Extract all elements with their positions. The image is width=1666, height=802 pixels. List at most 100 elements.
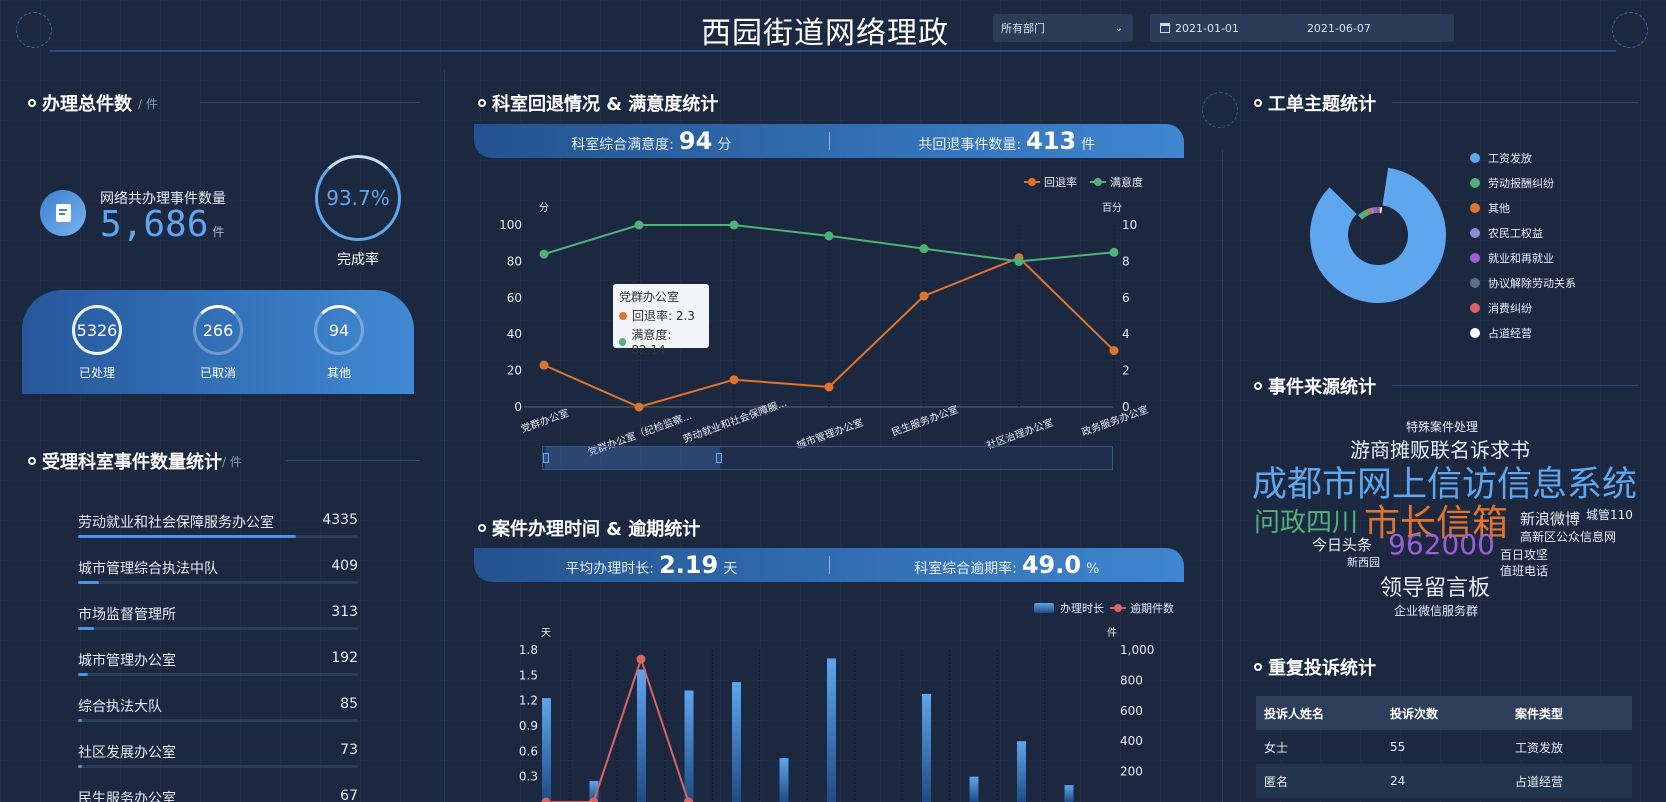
word-cloud-item: 值班电话: [1500, 564, 1549, 578]
table-header-row: 投诉人姓名 投诉次数 案件类型: [1256, 696, 1632, 730]
bar: [1017, 741, 1026, 802]
table-row[interactable]: 女士 55 工资发放: [1256, 730, 1632, 764]
y-tick-label-left: 0.9: [519, 719, 538, 733]
dept-row[interactable]: 劳动就业和社会保障服务办公室 4335: [78, 512, 358, 542]
pie-slice: [1376, 207, 1379, 214]
table-cell: 24: [1390, 774, 1406, 788]
y-tick-label-right: 1,000: [1120, 643, 1154, 657]
dept-value: 192: [331, 650, 358, 666]
date-start[interactable]: 2021-01-01: [1175, 21, 1239, 35]
bar: [922, 693, 931, 802]
repeat-complaint-table: 投诉人姓名 投诉次数 案件类型 女士 55 工资发放 匿名 24 占道经营: [1256, 696, 1632, 798]
word-cloud-item: 新西园: [1347, 556, 1380, 569]
y-tick-label-left: 0: [514, 400, 522, 414]
word-cloud-item: 962000: [1388, 528, 1495, 561]
legend-dot: [1470, 178, 1480, 188]
data-point: [729, 375, 739, 385]
total-label: 网络共办理事件数量: [100, 191, 226, 207]
bar: [827, 658, 836, 802]
total-section-title: 办理总件数 / 件: [28, 90, 158, 116]
legend-dot: [1470, 253, 1480, 263]
department-select[interactable]: 所有部门 ⌄: [993, 14, 1133, 42]
y-tick-label-right: 2: [1122, 364, 1130, 378]
legend-label: 满意度: [1110, 175, 1143, 189]
data-point: [824, 382, 834, 392]
calendar-icon: [1160, 23, 1170, 33]
y-tick-label-right: 10: [1122, 218, 1137, 232]
y-axis-title-left: 分: [539, 202, 549, 214]
pie-slice: [1379, 207, 1383, 214]
y-axis-title-left: 天: [541, 628, 551, 639]
dept-bar-track: [78, 627, 358, 630]
dept-row[interactable]: 城市管理办公室 192: [78, 650, 358, 680]
dept-row[interactable]: 综合执法大队 85: [78, 696, 358, 726]
x-tick-label: 劳动就业和社会保障服...: [681, 396, 788, 446]
topic-legend-item[interactable]: 工资发放: [1470, 150, 1576, 166]
dept-bar-fill: [78, 581, 99, 584]
date-end[interactable]: 2021-06-07: [1306, 21, 1371, 35]
word-cloud-item: 城管110: [1586, 508, 1633, 522]
legend-label: 回退率: [1044, 175, 1077, 189]
legend-label: 农民工权益: [1488, 227, 1543, 240]
legend-label: 办理时长: [1060, 602, 1104, 615]
word-cloud-item: 今日头条: [1312, 536, 1373, 554]
data-point: [729, 220, 739, 230]
page-title: 西园街道网络理政: [701, 16, 949, 51]
zoom-slider[interactable]: [542, 446, 1113, 470]
data-point: [634, 402, 644, 412]
date-range-picker[interactable]: 2021-01-01 2021-06-07: [1150, 14, 1454, 42]
word-cloud-item: 特殊案件处理: [1406, 420, 1479, 434]
section-dot-icon: [1254, 382, 1262, 390]
y-tick-label-left: 40: [507, 327, 522, 341]
data-point: [539, 249, 549, 259]
y-tick-label-left: 60: [507, 291, 522, 305]
processed-ring: 5326: [72, 305, 122, 355]
topic-legend-item[interactable]: 其他: [1470, 200, 1576, 216]
column-divider: [1222, 150, 1223, 802]
dept-row[interactable]: 市场监督管理所 313: [78, 604, 358, 634]
zoom-handle-right[interactable]: [716, 453, 722, 463]
section-dot-icon: [1254, 99, 1262, 107]
table-row[interactable]: 匿名 24 占道经营: [1256, 764, 1632, 798]
chevron-down-icon: ⌄: [1114, 22, 1123, 34]
y-axis-title-right: 件: [1107, 627, 1117, 639]
data-point: [589, 797, 598, 802]
dept-bar-fill: [78, 673, 88, 676]
y-tick-label-left: 100: [499, 218, 522, 232]
topic-legend-item[interactable]: 劳动报酬纠纷: [1470, 175, 1576, 191]
dept-name: 劳动就业和社会保障服务办公室: [78, 515, 274, 531]
dept-row[interactable]: 民生服务办公室 67: [78, 788, 358, 802]
y-tick-label-left: 1.2: [519, 694, 538, 708]
dept-row[interactable]: 城市管理综合执法中队 409: [78, 558, 358, 588]
legend-marker: [1028, 178, 1036, 186]
dept-row[interactable]: 社区发展办公室 73: [78, 742, 358, 772]
dept-value: 409: [331, 558, 358, 574]
legend-dot: [1470, 153, 1480, 163]
legend-label: 工资发放: [1488, 152, 1532, 165]
dept-bar-track: [78, 535, 358, 538]
topic-legend-item[interactable]: 协议解除劳动关系: [1470, 275, 1576, 291]
pie-slice: [1378, 207, 1381, 214]
legend-dot: [1470, 228, 1480, 238]
legend-label: 逾期件数: [1130, 601, 1174, 615]
bar: [1064, 785, 1074, 802]
data-point: [824, 231, 834, 241]
topic-legend-item[interactable]: 就业和再就业: [1470, 250, 1576, 266]
topic-legend-item[interactable]: 占道经营: [1470, 325, 1576, 341]
legend-marker: [1114, 604, 1122, 612]
banner-separator: [828, 556, 830, 574]
bar: [779, 758, 789, 802]
dept-name: 城市管理办公室: [78, 653, 176, 669]
word-cloud-item: 新浪微博: [1520, 510, 1581, 528]
zoom-handle-left[interactable]: [543, 453, 549, 463]
department-select-value: 所有部门: [1001, 22, 1045, 35]
data-point: [636, 654, 646, 664]
satisfaction-value: 94: [678, 127, 713, 155]
topic-legend-item[interactable]: 农民工权益: [1470, 225, 1576, 241]
topic-legend-item[interactable]: 消费纠纷: [1470, 300, 1576, 316]
data-point: [919, 244, 929, 254]
dept-name: 社区发展办公室: [78, 745, 176, 761]
legend-dot: [1470, 303, 1480, 313]
legend-label: 劳动报酬纠纷: [1488, 177, 1554, 190]
dept-bar-fill: [78, 719, 83, 722]
